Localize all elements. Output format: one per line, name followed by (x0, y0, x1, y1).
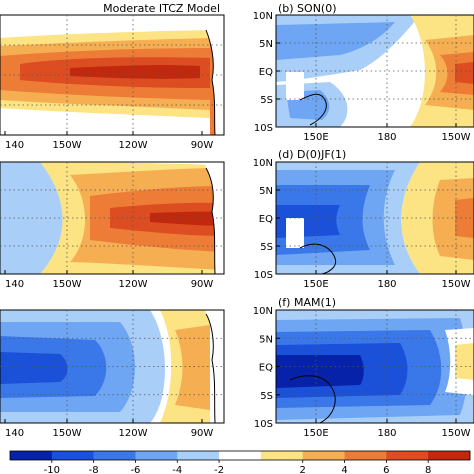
land-mask (205, 15, 224, 135)
contour-minus8 (276, 205, 340, 238)
contour-minus10 (276, 355, 364, 388)
panel-title-f: (f) MAM(1) (278, 296, 336, 309)
x-tick-label: 150W (53, 140, 82, 151)
colorbar-tick-label: -8 (89, 465, 99, 474)
y-tick-label: EQ (259, 214, 273, 225)
x-tick-label: 90W (191, 140, 214, 151)
contour-10 (150, 211, 224, 226)
x-tick-label: 120W (119, 279, 148, 290)
land-mask (205, 310, 224, 423)
contour-minus4 (276, 22, 395, 60)
contour-2 (455, 343, 474, 380)
panel-right-row-3 (276, 310, 474, 423)
y-tick-label: 5N (259, 334, 273, 345)
x-tick-label: 120W (119, 140, 148, 151)
x-tick-label: 90W (191, 428, 214, 439)
coastline (299, 243, 337, 274)
colorbar-tick-label: 8 (425, 465, 431, 474)
x-tick-label: 120W (119, 428, 148, 439)
contour-8 (455, 62, 474, 84)
x-tick-label: 140 (5, 140, 24, 151)
x-tick-label: 140 (5, 279, 24, 290)
contour-6 (455, 198, 474, 238)
coastline (205, 313, 216, 423)
x-tick-label: 90W (191, 279, 214, 290)
colorbar-segment (428, 451, 471, 460)
x-tick-label: 150W (53, 279, 82, 290)
x-tick-label: 150W (442, 132, 471, 143)
y-tick-label: 10S (254, 270, 273, 281)
contour-4 (432, 178, 474, 260)
y-tick-label: 5N (259, 186, 273, 197)
contour-10 (70, 65, 200, 79)
colorbar-segment (386, 451, 429, 460)
x-tick-label: 180 (377, 279, 396, 290)
x-tick-label: 150E (303, 279, 328, 290)
coastline (205, 167, 216, 274)
x-tick-label: 150E (303, 132, 328, 143)
colorbar-tick-label: -10 (44, 465, 60, 474)
panel-frame (0, 309, 225, 424)
colorbar-tick-label: -4 (172, 465, 182, 474)
y-tick-label: 5S (260, 391, 273, 402)
y-tick-label: 5N (259, 39, 273, 50)
y-tick-label: 5S (260, 95, 273, 106)
colorbar-tick-label: -6 (130, 465, 140, 474)
colorbar-tick-label: -2 (214, 465, 224, 474)
y-tick-label: 10N (253, 158, 273, 169)
contour-4 (175, 325, 210, 410)
x-tick-label: 150W (442, 279, 471, 290)
colorbar-tick-label: 4 (341, 465, 347, 474)
colorbar: -10 -8 -6 -4 -2 2 4 6 8 (9, 450, 471, 474)
y-tick-label: 10N (253, 11, 273, 22)
x-tick-label: 180 (377, 132, 396, 143)
coastline (289, 375, 336, 423)
y-tick-label: 5S (260, 242, 273, 253)
colorbar-segment (135, 451, 178, 460)
colorbar-segment (302, 451, 345, 460)
panel-left-row-1 (0, 15, 224, 135)
colorbar-segment (10, 451, 53, 460)
coastline (205, 29, 216, 135)
x-tick-label: 150W (442, 428, 471, 439)
y-tick-label: EQ (259, 363, 273, 374)
x-tick-label: 140 (5, 428, 24, 439)
colorbar-segment (260, 451, 304, 460)
contour-minus2 (0, 162, 63, 274)
colorbar-segment (344, 451, 387, 460)
y-tick-label: 10S (254, 419, 273, 430)
grid-layer (0, 15, 474, 423)
land-mask (205, 162, 224, 274)
colorbar-segment (51, 451, 94, 460)
tick-layer: 140 150W 120W 90W 140 150W 120W 90W 140 150W 120W 9… (4, 11, 471, 439)
panel-frame (0, 161, 225, 275)
land-box (286, 218, 304, 248)
colorbar-tick-label: 2 (300, 465, 306, 474)
colorbar-segment (177, 451, 220, 460)
colorbar-frame (9, 450, 471, 461)
contour-minus8 (0, 352, 68, 384)
colorbar-segment (219, 451, 262, 460)
panel-title-d: (d) D(0)JF(1) (278, 148, 346, 161)
x-tick-label: 150E (303, 428, 328, 439)
y-tick-label: 10S (254, 123, 273, 134)
panel-title-b: (b) SON(0) (278, 2, 337, 15)
y-tick-label: EQ (259, 67, 273, 78)
y-tick-label: 10N (253, 306, 273, 317)
x-tick-label: 180 (377, 428, 396, 439)
land-box (286, 72, 304, 100)
colorbar-segment (93, 451, 136, 460)
x-tick-label: 150W (53, 428, 82, 439)
panel-frame (0, 14, 225, 136)
figure-title: Moderate ITCZ Model (103, 2, 220, 15)
colorbar-tick-label: 6 (383, 465, 389, 474)
coastline (299, 93, 327, 126)
